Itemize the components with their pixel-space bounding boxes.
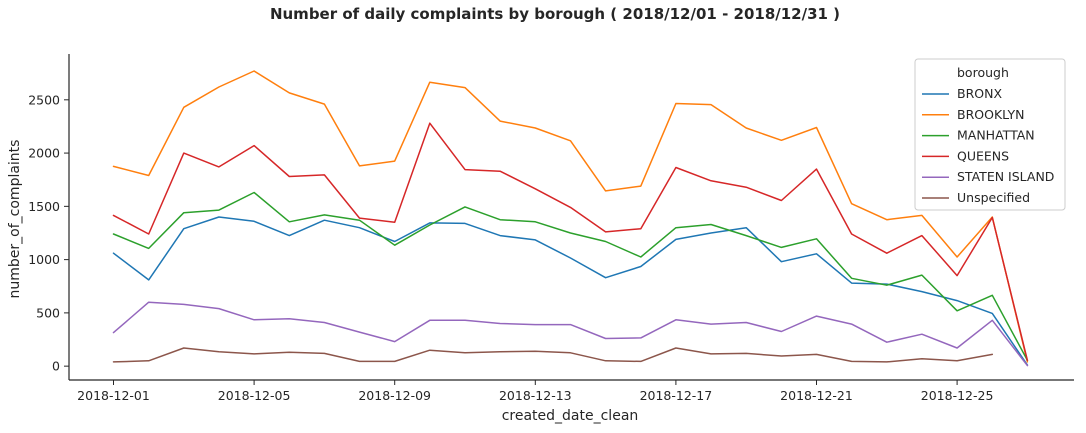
series-bronx	[112, 216, 1029, 366]
legend-item-manhattan: MANHATTAN	[922, 128, 1035, 143]
legend-item-queens: QUEENS	[922, 148, 1009, 163]
series-unspecified	[112, 347, 994, 363]
legend-label: Unspecified	[957, 190, 1030, 205]
x-tick-label: 2018-12-13	[499, 388, 572, 403]
series-line-brooklyn	[112, 70, 1029, 363]
legend-label: STATEN ISLAND	[957, 169, 1054, 184]
y-tick-label: 0	[52, 359, 60, 374]
y-axis-label: number_of_complaints	[7, 140, 23, 299]
legend: borough BRONX BROOKLYN MANHATTAN QUEENS STAT…	[914, 58, 1066, 211]
legend-item-unspecified: Unspecified	[922, 190, 1030, 205]
y-tick-label: 1500	[28, 199, 60, 214]
x-axis-ticks: 2018-12-01 2018-12-05 2018-12-09 2018-12-13…	[77, 380, 993, 403]
x-tick-label: 2018-12-17	[640, 388, 713, 403]
series-line-queens	[112, 122, 1029, 362]
y-tick-label: 500	[36, 305, 60, 320]
series-line-staten-island	[112, 301, 1029, 367]
legend-frame	[914, 58, 1066, 211]
x-tick-label: 2018-12-05	[218, 388, 291, 403]
series-brooklyn	[112, 70, 1029, 363]
legend-item-bronx: BRONX	[922, 86, 1002, 101]
series-staten-island	[112, 301, 1029, 367]
legend-items: BRONX BROOKLYN MANHATTAN QUEENS STATEN ISLAN…	[922, 86, 1054, 205]
series-queens	[112, 122, 1029, 362]
legend-label: QUEENS	[957, 148, 1009, 163]
x-tick-label: 2018-12-01	[77, 388, 150, 403]
y-tick-label: 1000	[28, 252, 60, 267]
y-tick-label: 2000	[28, 146, 60, 161]
x-tick-label: 2018-12-09	[358, 388, 431, 403]
legend-label: BROOKLYN	[957, 107, 1024, 122]
legend-title: borough	[957, 65, 1009, 80]
legend-label: MANHATTAN	[957, 128, 1035, 143]
series-line-unspecified	[112, 347, 994, 363]
legend-label: BRONX	[957, 86, 1002, 101]
x-tick-label: 2018-12-21	[780, 388, 853, 403]
legend-item-staten-island: STATEN ISLAND	[922, 169, 1054, 184]
axes-spines	[68, 54, 1074, 381]
series-manhattan	[112, 191, 1029, 362]
x-axis-label: created_date_clean	[502, 408, 639, 424]
series-line-bronx	[112, 216, 1029, 366]
y-axis-ticks: 0 500 1000 1500 2000 2500	[28, 92, 69, 374]
legend-item-brooklyn: BROOKLYN	[922, 107, 1024, 122]
chart-title: Number of daily complaints by borough ( …	[270, 5, 840, 23]
y-tick-label: 2500	[28, 92, 60, 107]
series-line-manhattan	[112, 191, 1029, 362]
x-tick-label: 2018-12-25	[921, 388, 994, 403]
series-layer	[112, 70, 1029, 367]
